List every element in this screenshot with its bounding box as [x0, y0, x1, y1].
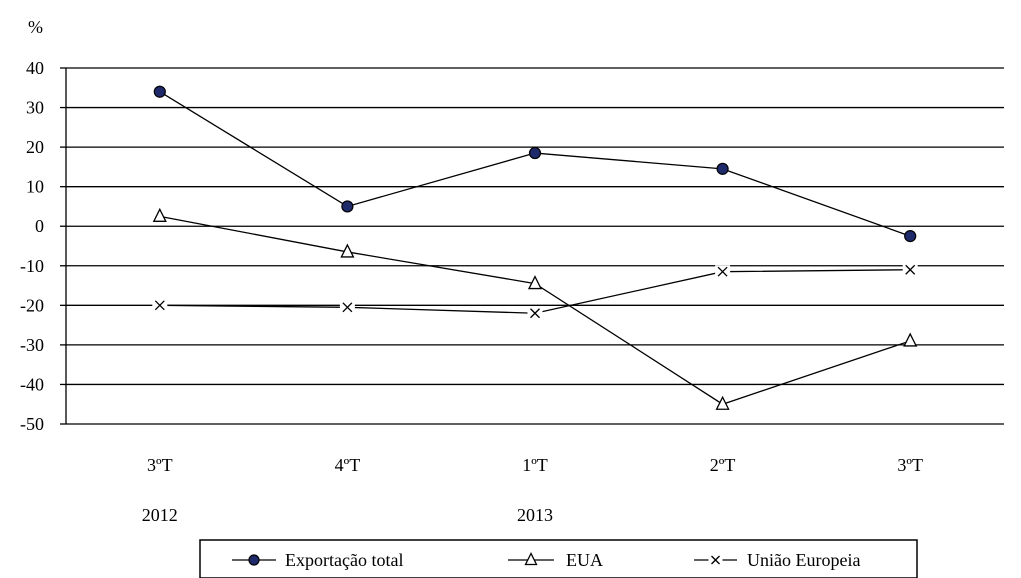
gridlines: [60, 67, 1004, 425]
legend-item: EUA: [508, 550, 603, 570]
legend-label: União Europeia: [747, 550, 860, 570]
triangle-marker: [524, 552, 538, 566]
x-marker: [527, 306, 543, 320]
x-tick-label: 3ºT: [897, 455, 923, 475]
circle-marker: [528, 146, 542, 160]
legend-item: Exportação total: [232, 550, 403, 570]
y-tick-label: 10: [26, 177, 44, 197]
triangle-marker: [152, 207, 167, 222]
y-tick-label: -40: [20, 374, 44, 394]
y-tick-label: -20: [20, 295, 44, 315]
y-tick-label: 40: [26, 58, 44, 78]
x-marker: [902, 263, 918, 277]
legend-label: Exportação total: [285, 550, 403, 570]
circle-marker: [904, 230, 917, 243]
triangle-marker: [903, 332, 918, 347]
y-tick-label: 0: [35, 216, 44, 236]
x-marker: [715, 265, 731, 279]
legend: Exportação total EUA União Europeia: [199, 539, 918, 578]
legend-item: União Europeia: [694, 550, 860, 570]
circle-marker: [716, 162, 729, 175]
series-line: [159, 91, 911, 237]
x-marker: [708, 554, 723, 566]
circle-marker: [341, 200, 354, 213]
x-marker: [339, 300, 355, 314]
y-axis-label: %: [28, 17, 43, 37]
y-tick-label: 20: [26, 137, 44, 157]
year-label: 2012: [142, 505, 178, 525]
legend-label: EUA: [566, 550, 603, 570]
circle-marker: [153, 85, 166, 98]
circle-marker: [248, 554, 260, 566]
triangle-marker: [715, 395, 730, 410]
y-tick-label: -50: [20, 414, 44, 434]
x-tick-label: 2ºT: [710, 455, 736, 475]
x-tick-labels: 3ºT 4ºT 1ºT 2ºT 3ºT: [147, 455, 923, 475]
x-marker: [152, 298, 168, 312]
year-labels: 2012 2013: [142, 505, 553, 525]
year-label: 2013: [517, 505, 553, 525]
x-tick-label: 4ºT: [335, 455, 361, 475]
y-tick-label: 30: [26, 98, 44, 118]
series-lines: [159, 91, 911, 405]
triangle-marker: [527, 275, 543, 290]
triangle-marker: [340, 243, 355, 258]
x-tick-label: 3ºT: [147, 455, 173, 475]
x-tick-label: 1ºT: [522, 455, 548, 475]
legend-box: [199, 539, 918, 578]
y-tick-label: -30: [20, 335, 44, 355]
y-tick-label: -10: [20, 256, 44, 276]
y-tick-labels: 40 30 20 10 0 -10 -20 -30 -40 -50: [20, 58, 44, 434]
series-markers: [152, 85, 918, 410]
